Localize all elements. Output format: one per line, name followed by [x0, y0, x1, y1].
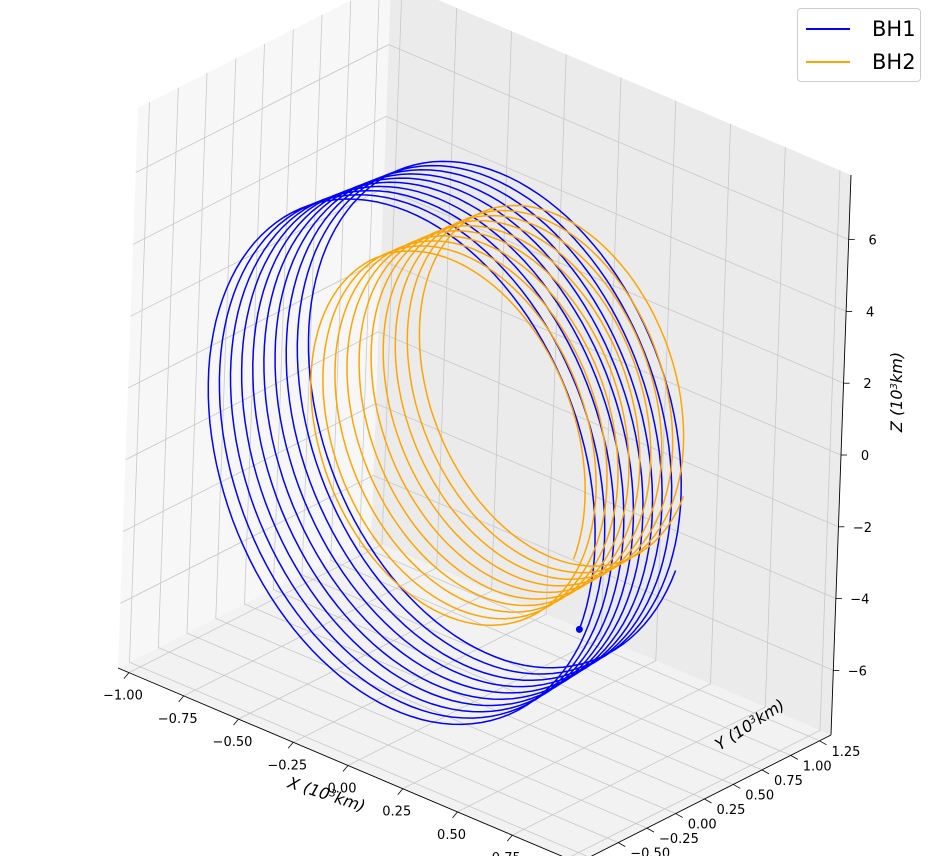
z-tick-label: −2	[853, 521, 872, 536]
grid-line-z	[130, 187, 844, 384]
x-tick-mark	[506, 834, 513, 842]
grid-line-x	[570, 170, 841, 856]
z-tick-label: −4	[850, 593, 869, 608]
x-tick-mark	[233, 718, 239, 726]
y-tick-mark	[819, 740, 827, 746]
series-line-bh2	[310, 204, 685, 627]
legend-label-bh2: BH2	[872, 50, 916, 74]
x-tick-mark	[287, 742, 294, 749]
x-tick-mark	[342, 765, 349, 772]
grid-line-x	[293, 54, 567, 743]
x-tick-mark	[397, 788, 404, 795]
grid-line-x	[402, 100, 677, 790]
x-tick-label: −1.00	[103, 689, 143, 704]
y-tick-mark	[675, 813, 683, 818]
legend-item-bh1: BH1	[806, 14, 916, 44]
x-tick-mark	[178, 695, 185, 703]
grid-line-z	[120, 474, 834, 671]
y-tick-label: 1.25	[832, 745, 861, 760]
series-lines	[207, 160, 685, 726]
z-tick-label: 0	[861, 449, 869, 464]
x-tick-label: 0.00	[328, 782, 357, 797]
y-tick-label: −0.50	[630, 847, 670, 856]
y-tick-label: 0.00	[688, 818, 717, 833]
grid-line-x	[457, 123, 731, 813]
legend-label-bh1: BH1	[872, 17, 916, 41]
grid-line-z	[127, 259, 842, 456]
y-tick-mark	[704, 798, 712, 804]
legend-item-bh2: BH2	[806, 47, 916, 77]
grid-line-x	[347, 77, 622, 766]
y-tick-mark	[646, 827, 655, 833]
x-tick-label: 0.75	[492, 851, 521, 856]
y-tick-mark	[761, 769, 770, 775]
grid-line-y	[244, 43, 705, 800]
x-tick-label: −0.50	[213, 735, 253, 750]
grid-line-y	[186, 73, 648, 829]
z-tick-labels: −6 −4 −2 0 2 4 6	[848, 234, 877, 680]
grid-line-y	[330, 0, 791, 756]
grid-line-y	[301, 14, 763, 771]
x-tick-mark	[452, 811, 458, 819]
grid-line-z	[132, 115, 847, 312]
y-tick-label: 0.50	[745, 788, 774, 803]
legend: BH1 BH2	[797, 8, 921, 82]
z-tick-label: 2	[863, 377, 871, 392]
grid-line-x	[238, 31, 512, 720]
z-tick-label: 4	[866, 305, 874, 320]
legend-swatch-bh2	[806, 61, 850, 63]
grid-line-z	[135, 44, 849, 240]
y-tick-mark	[618, 842, 626, 847]
z-tick-label: 6	[869, 234, 877, 249]
y-tick-label: 1.00	[803, 759, 832, 774]
y-tick-label: 0.75	[774, 774, 803, 789]
x-tick-label: 0.25	[382, 805, 411, 820]
x-tick-labels: −1.00−0.75−0.50−0.250.000.250.500.751.00	[103, 689, 521, 856]
y-tick-labels: −0.75−0.50−0.250.000.250.500.751.001.25	[630, 745, 861, 856]
x-tick-label: −0.25	[267, 758, 307, 773]
grid-line-y	[359, 0, 820, 742]
x-tick-label: −0.75	[158, 712, 198, 727]
grid-line-x	[512, 147, 786, 836]
axis-lines	[117, 174, 855, 856]
grid-line-y	[157, 87, 619, 843]
x-axis-label: X (103km)	[285, 773, 368, 816]
y-tick-label: −0.25	[659, 832, 699, 847]
grid-line-y	[215, 58, 676, 814]
x-tick-label: 0.50	[437, 828, 466, 843]
legend-swatch-bh1	[806, 28, 850, 30]
series-line-bh1	[207, 160, 682, 726]
z-axis-label: Z (103km)	[887, 352, 906, 433]
y-tick-mark	[733, 784, 741, 789]
series-marker-bh1	[575, 625, 583, 633]
grid-line-y	[129, 102, 588, 856]
z-tick-label: −6	[848, 664, 867, 679]
x-tick-mark	[123, 672, 130, 679]
y-tick-mark	[790, 755, 798, 760]
y-tick-label: 0.25	[717, 803, 746, 818]
